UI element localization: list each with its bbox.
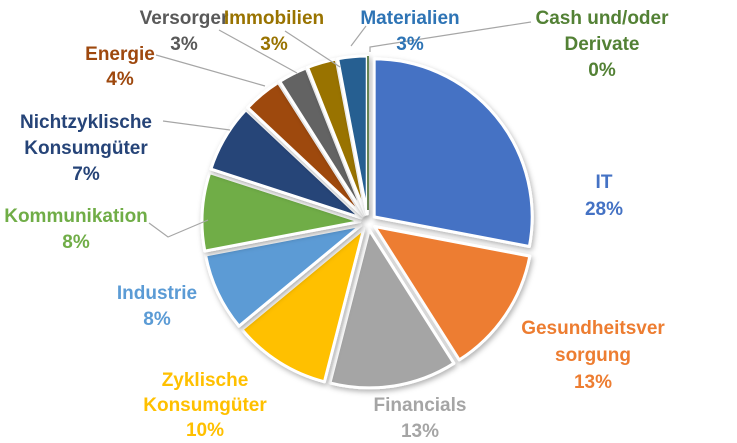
leader-line-versorger <box>218 29 298 74</box>
pie-label-nichtzyklische-konsumguter: Nichtzyklische Konsumgüter 7% <box>20 112 152 185</box>
leader-line-energie <box>155 54 266 87</box>
leader-line-materialien <box>350 25 367 47</box>
leader-line-nichtzyklische-konsumguter <box>162 120 231 131</box>
pie-label-cash-und-oder-derivate: Cash und/oder Derivate 0% <box>535 8 669 81</box>
pie-label-materialien: Materialien 3% <box>360 8 459 55</box>
pie-slices-group <box>200 54 534 390</box>
pie-label-zyklische-konsumguter: Zyklische Konsumgüter 10% <box>143 370 267 441</box>
pie-label-kommunikation: Kommunikation 8% <box>4 206 148 253</box>
pie-slice-kommunikation <box>200 171 362 253</box>
pie-label-energie: Energie 4% <box>85 44 155 90</box>
pie-slice-zyklische-konsumguter <box>240 227 366 384</box>
leader-line-cash-und-oder-derivate <box>369 21 532 52</box>
pie-label-immobilien: Immobilien 3% <box>224 8 324 55</box>
pie-slice-energie <box>246 80 365 218</box>
pie-slice-gesundheitsversorgung <box>373 224 532 362</box>
pie-label-financials: Financials 13% <box>374 395 467 442</box>
pie-label-industrie: Industrie 8% <box>117 283 197 330</box>
pie-labels-group: IT 28% Gesundheitsver sorgung 13% Financials 1… <box>4 8 669 442</box>
pie-label-versorger: Versorger 3% <box>140 8 229 55</box>
pie-slice-industrie <box>204 223 363 328</box>
leader-line-immobilien <box>284 30 341 68</box>
pie-slice-it <box>372 57 534 249</box>
leader-line-kommunikation <box>148 219 209 238</box>
pie-label-it: IT 28% <box>585 172 623 220</box>
pie-slice-immobilien <box>306 57 368 216</box>
pie-slice-nichtzyklische-konsumguter <box>209 108 363 220</box>
leader-lines-group <box>148 21 532 238</box>
pie-label-gesundheitsversorgung: Gesundheitsver sorgung 13% <box>521 318 665 393</box>
pie-slice-versorger <box>278 66 366 217</box>
pie-slice-financials <box>328 228 456 390</box>
